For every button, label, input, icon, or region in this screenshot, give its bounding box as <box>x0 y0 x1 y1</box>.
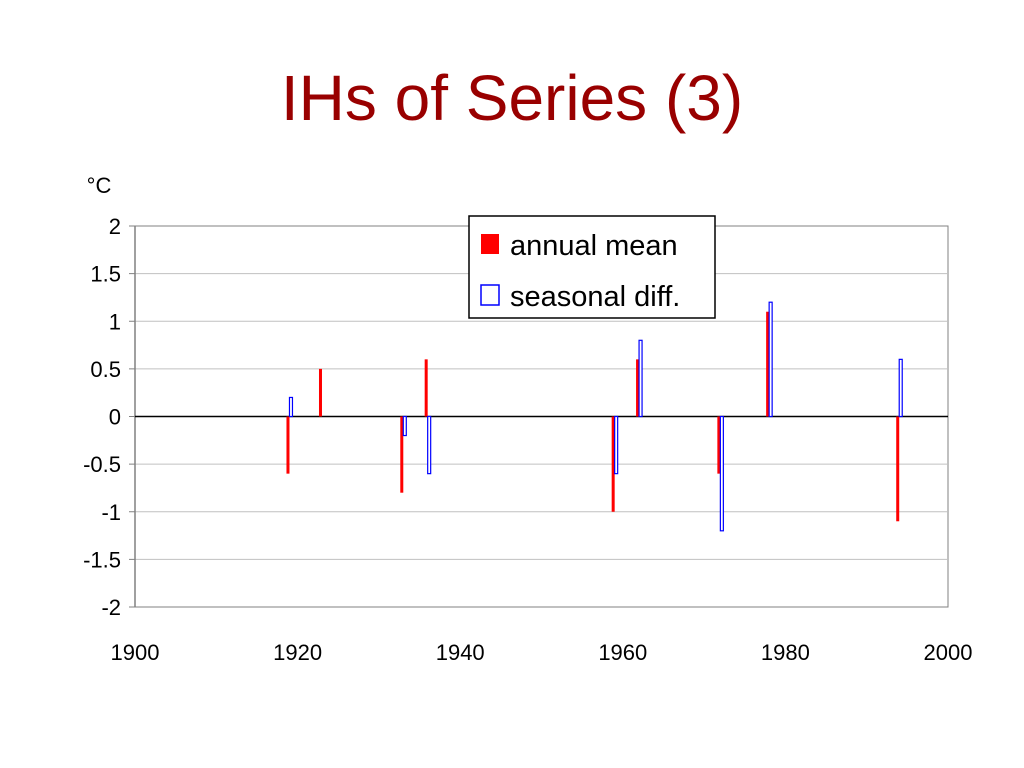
bar-annual-mean <box>636 359 640 417</box>
legend-swatch <box>480 284 500 306</box>
bar-annual-mean <box>611 416 615 512</box>
bar-annual-mean <box>424 359 428 417</box>
y-tick-label: -1.5 <box>83 547 121 572</box>
x-tick-label: 1980 <box>761 640 810 665</box>
y-tick-label: -0.5 <box>83 452 121 477</box>
legend-label: annual mean <box>510 230 678 262</box>
y-tick-label: -2 <box>101 595 121 620</box>
bar-annual-mean <box>896 416 900 522</box>
bar-seasonal-diff <box>719 415 724 532</box>
bar-seasonal-diff <box>288 396 294 418</box>
bar-seasonal-diff <box>427 415 432 475</box>
bar-annual-mean <box>400 416 404 493</box>
y-tick-label: 1.5 <box>90 262 121 287</box>
x-tick-label: 1960 <box>598 640 647 665</box>
bar-seasonal-diff <box>402 415 407 437</box>
axes <box>129 225 948 608</box>
x-tick-label: 1940 <box>436 640 485 665</box>
bar-seasonal-diff <box>614 415 619 475</box>
legend-box <box>468 215 716 319</box>
bar-annual-mean <box>717 416 721 474</box>
legend-swatch <box>481 234 499 254</box>
y-tick-label: 0.5 <box>90 357 121 382</box>
x-tick-label: 1900 <box>111 640 160 665</box>
x-tick-label: 2000 <box>924 640 973 665</box>
legend: annual mean seasonal diff. <box>468 215 716 319</box>
bar-seasonal-diff <box>898 358 903 418</box>
slide-title: IHs of Series (3) <box>280 62 744 134</box>
bar-annual-mean <box>766 311 770 417</box>
y-tick-label: 1 <box>109 309 121 334</box>
x-tick-label: 1920 <box>273 640 322 665</box>
y-unit-label: °C <box>87 173 112 198</box>
y-tick-label: 2 <box>109 214 121 239</box>
bars <box>286 301 903 532</box>
gridlines <box>135 273 948 560</box>
bar-annual-mean <box>286 416 290 474</box>
y-tick-labels: 2 1.5 1 0.5 0 -0.5 -1 -1.5 -2 <box>83 214 121 620</box>
bar-annual-mean <box>318 368 322 417</box>
y-tick-label: 0 <box>109 405 121 430</box>
legend-label: seasonal diff. <box>510 281 680 313</box>
y-tick-label: -1 <box>101 500 121 525</box>
x-tick-labels: 1900 1920 1940 1960 1980 2000 <box>111 640 973 665</box>
bar-seasonal-diff <box>638 339 643 418</box>
bar-seasonal-diff <box>768 301 773 418</box>
